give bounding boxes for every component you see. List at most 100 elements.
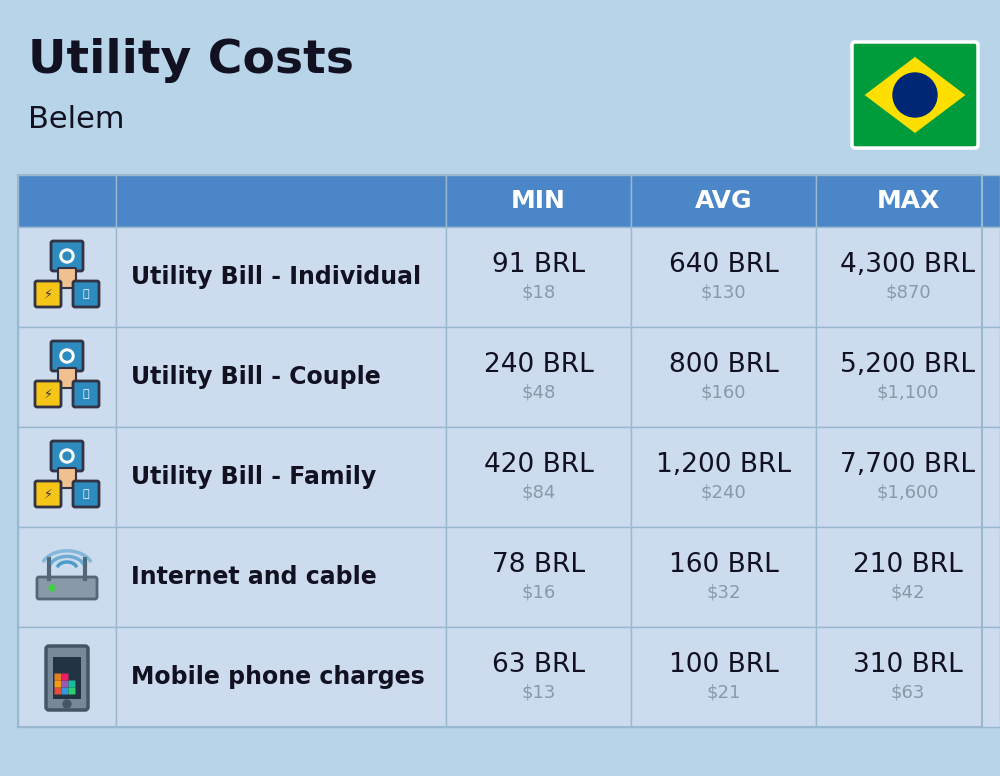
FancyBboxPatch shape: [116, 327, 446, 427]
FancyBboxPatch shape: [62, 674, 68, 681]
Text: 91 BRL: 91 BRL: [492, 252, 585, 278]
FancyBboxPatch shape: [62, 681, 68, 688]
Text: 310 BRL: 310 BRL: [853, 652, 963, 678]
Text: Mobile phone charges: Mobile phone charges: [131, 665, 425, 689]
Text: $160: $160: [701, 384, 746, 402]
Circle shape: [63, 352, 71, 360]
FancyBboxPatch shape: [816, 227, 1000, 327]
Text: Belem: Belem: [28, 105, 124, 134]
FancyBboxPatch shape: [53, 657, 81, 699]
Text: $48: $48: [521, 384, 556, 402]
Text: 7,700 BRL: 7,700 BRL: [840, 452, 976, 478]
FancyBboxPatch shape: [58, 368, 76, 388]
FancyBboxPatch shape: [37, 577, 97, 599]
Text: $1,100: $1,100: [877, 384, 939, 402]
Text: ⚡: ⚡: [44, 387, 52, 400]
FancyBboxPatch shape: [62, 688, 68, 695]
Text: 1,200 BRL: 1,200 BRL: [656, 452, 791, 478]
Text: $13: $13: [521, 684, 556, 702]
FancyBboxPatch shape: [18, 227, 116, 327]
Text: $21: $21: [706, 684, 741, 702]
Text: 240 BRL: 240 BRL: [484, 352, 593, 378]
Text: 5,200 BRL: 5,200 BRL: [840, 352, 976, 378]
FancyBboxPatch shape: [446, 227, 631, 327]
Text: 63 BRL: 63 BRL: [492, 652, 585, 678]
Circle shape: [893, 73, 937, 117]
FancyBboxPatch shape: [18, 427, 116, 527]
FancyBboxPatch shape: [631, 427, 816, 527]
FancyBboxPatch shape: [54, 681, 62, 688]
FancyBboxPatch shape: [446, 175, 631, 227]
Text: $16: $16: [521, 584, 556, 602]
Text: Utility Costs: Utility Costs: [28, 38, 354, 83]
FancyBboxPatch shape: [18, 327, 116, 427]
Text: $870: $870: [885, 284, 931, 302]
FancyBboxPatch shape: [116, 627, 446, 727]
FancyBboxPatch shape: [51, 441, 83, 471]
FancyBboxPatch shape: [35, 281, 61, 307]
Circle shape: [60, 249, 74, 263]
Circle shape: [63, 452, 71, 460]
Text: $130: $130: [701, 284, 746, 302]
FancyBboxPatch shape: [58, 468, 76, 488]
FancyBboxPatch shape: [18, 627, 116, 727]
Text: $42: $42: [891, 584, 925, 602]
Polygon shape: [865, 57, 965, 133]
FancyBboxPatch shape: [631, 527, 816, 627]
Circle shape: [60, 449, 74, 463]
FancyBboxPatch shape: [18, 527, 116, 627]
FancyBboxPatch shape: [116, 527, 446, 627]
Text: Internet and cable: Internet and cable: [131, 565, 377, 589]
FancyBboxPatch shape: [631, 175, 816, 227]
FancyBboxPatch shape: [68, 681, 76, 688]
FancyBboxPatch shape: [68, 688, 76, 695]
FancyBboxPatch shape: [116, 175, 446, 227]
Text: AVG: AVG: [695, 189, 752, 213]
Circle shape: [49, 585, 55, 591]
FancyBboxPatch shape: [852, 42, 978, 148]
Text: $63: $63: [891, 684, 925, 702]
FancyBboxPatch shape: [631, 327, 816, 427]
Text: 100 BRL: 100 BRL: [669, 652, 778, 678]
Circle shape: [63, 252, 71, 260]
Text: 4,300 BRL: 4,300 BRL: [840, 252, 976, 278]
Text: 210 BRL: 210 BRL: [853, 552, 963, 578]
FancyBboxPatch shape: [54, 688, 62, 695]
FancyBboxPatch shape: [446, 527, 631, 627]
Circle shape: [60, 349, 74, 363]
FancyBboxPatch shape: [816, 327, 1000, 427]
Text: $84: $84: [521, 484, 556, 502]
Text: ⚡: ⚡: [44, 487, 52, 501]
FancyBboxPatch shape: [116, 227, 446, 327]
FancyBboxPatch shape: [73, 281, 99, 307]
Text: ⚡: ⚡: [44, 287, 52, 300]
FancyBboxPatch shape: [18, 175, 116, 227]
FancyBboxPatch shape: [54, 674, 62, 681]
FancyBboxPatch shape: [116, 427, 446, 527]
Text: 420 BRL: 420 BRL: [484, 452, 593, 478]
FancyBboxPatch shape: [446, 427, 631, 527]
Text: 800 BRL: 800 BRL: [669, 352, 778, 378]
FancyBboxPatch shape: [73, 481, 99, 507]
Text: $240: $240: [701, 484, 746, 502]
FancyBboxPatch shape: [816, 527, 1000, 627]
Text: 78 BRL: 78 BRL: [492, 552, 585, 578]
Text: 640 BRL: 640 BRL: [669, 252, 778, 278]
Text: Utility Bill - Couple: Utility Bill - Couple: [131, 365, 381, 389]
FancyBboxPatch shape: [816, 627, 1000, 727]
FancyBboxPatch shape: [51, 241, 83, 271]
FancyBboxPatch shape: [35, 481, 61, 507]
Text: Utility Bill - Individual: Utility Bill - Individual: [131, 265, 421, 289]
FancyBboxPatch shape: [631, 627, 816, 727]
Text: MIN: MIN: [511, 189, 566, 213]
FancyBboxPatch shape: [51, 341, 83, 371]
FancyBboxPatch shape: [816, 427, 1000, 527]
FancyBboxPatch shape: [631, 227, 816, 327]
Circle shape: [63, 700, 71, 708]
FancyBboxPatch shape: [58, 268, 76, 288]
Text: 🚰: 🚰: [83, 289, 89, 299]
Text: $1,600: $1,600: [877, 484, 939, 502]
Text: MAX: MAX: [876, 189, 940, 213]
Text: 🚰: 🚰: [83, 389, 89, 399]
Text: $18: $18: [521, 284, 556, 302]
